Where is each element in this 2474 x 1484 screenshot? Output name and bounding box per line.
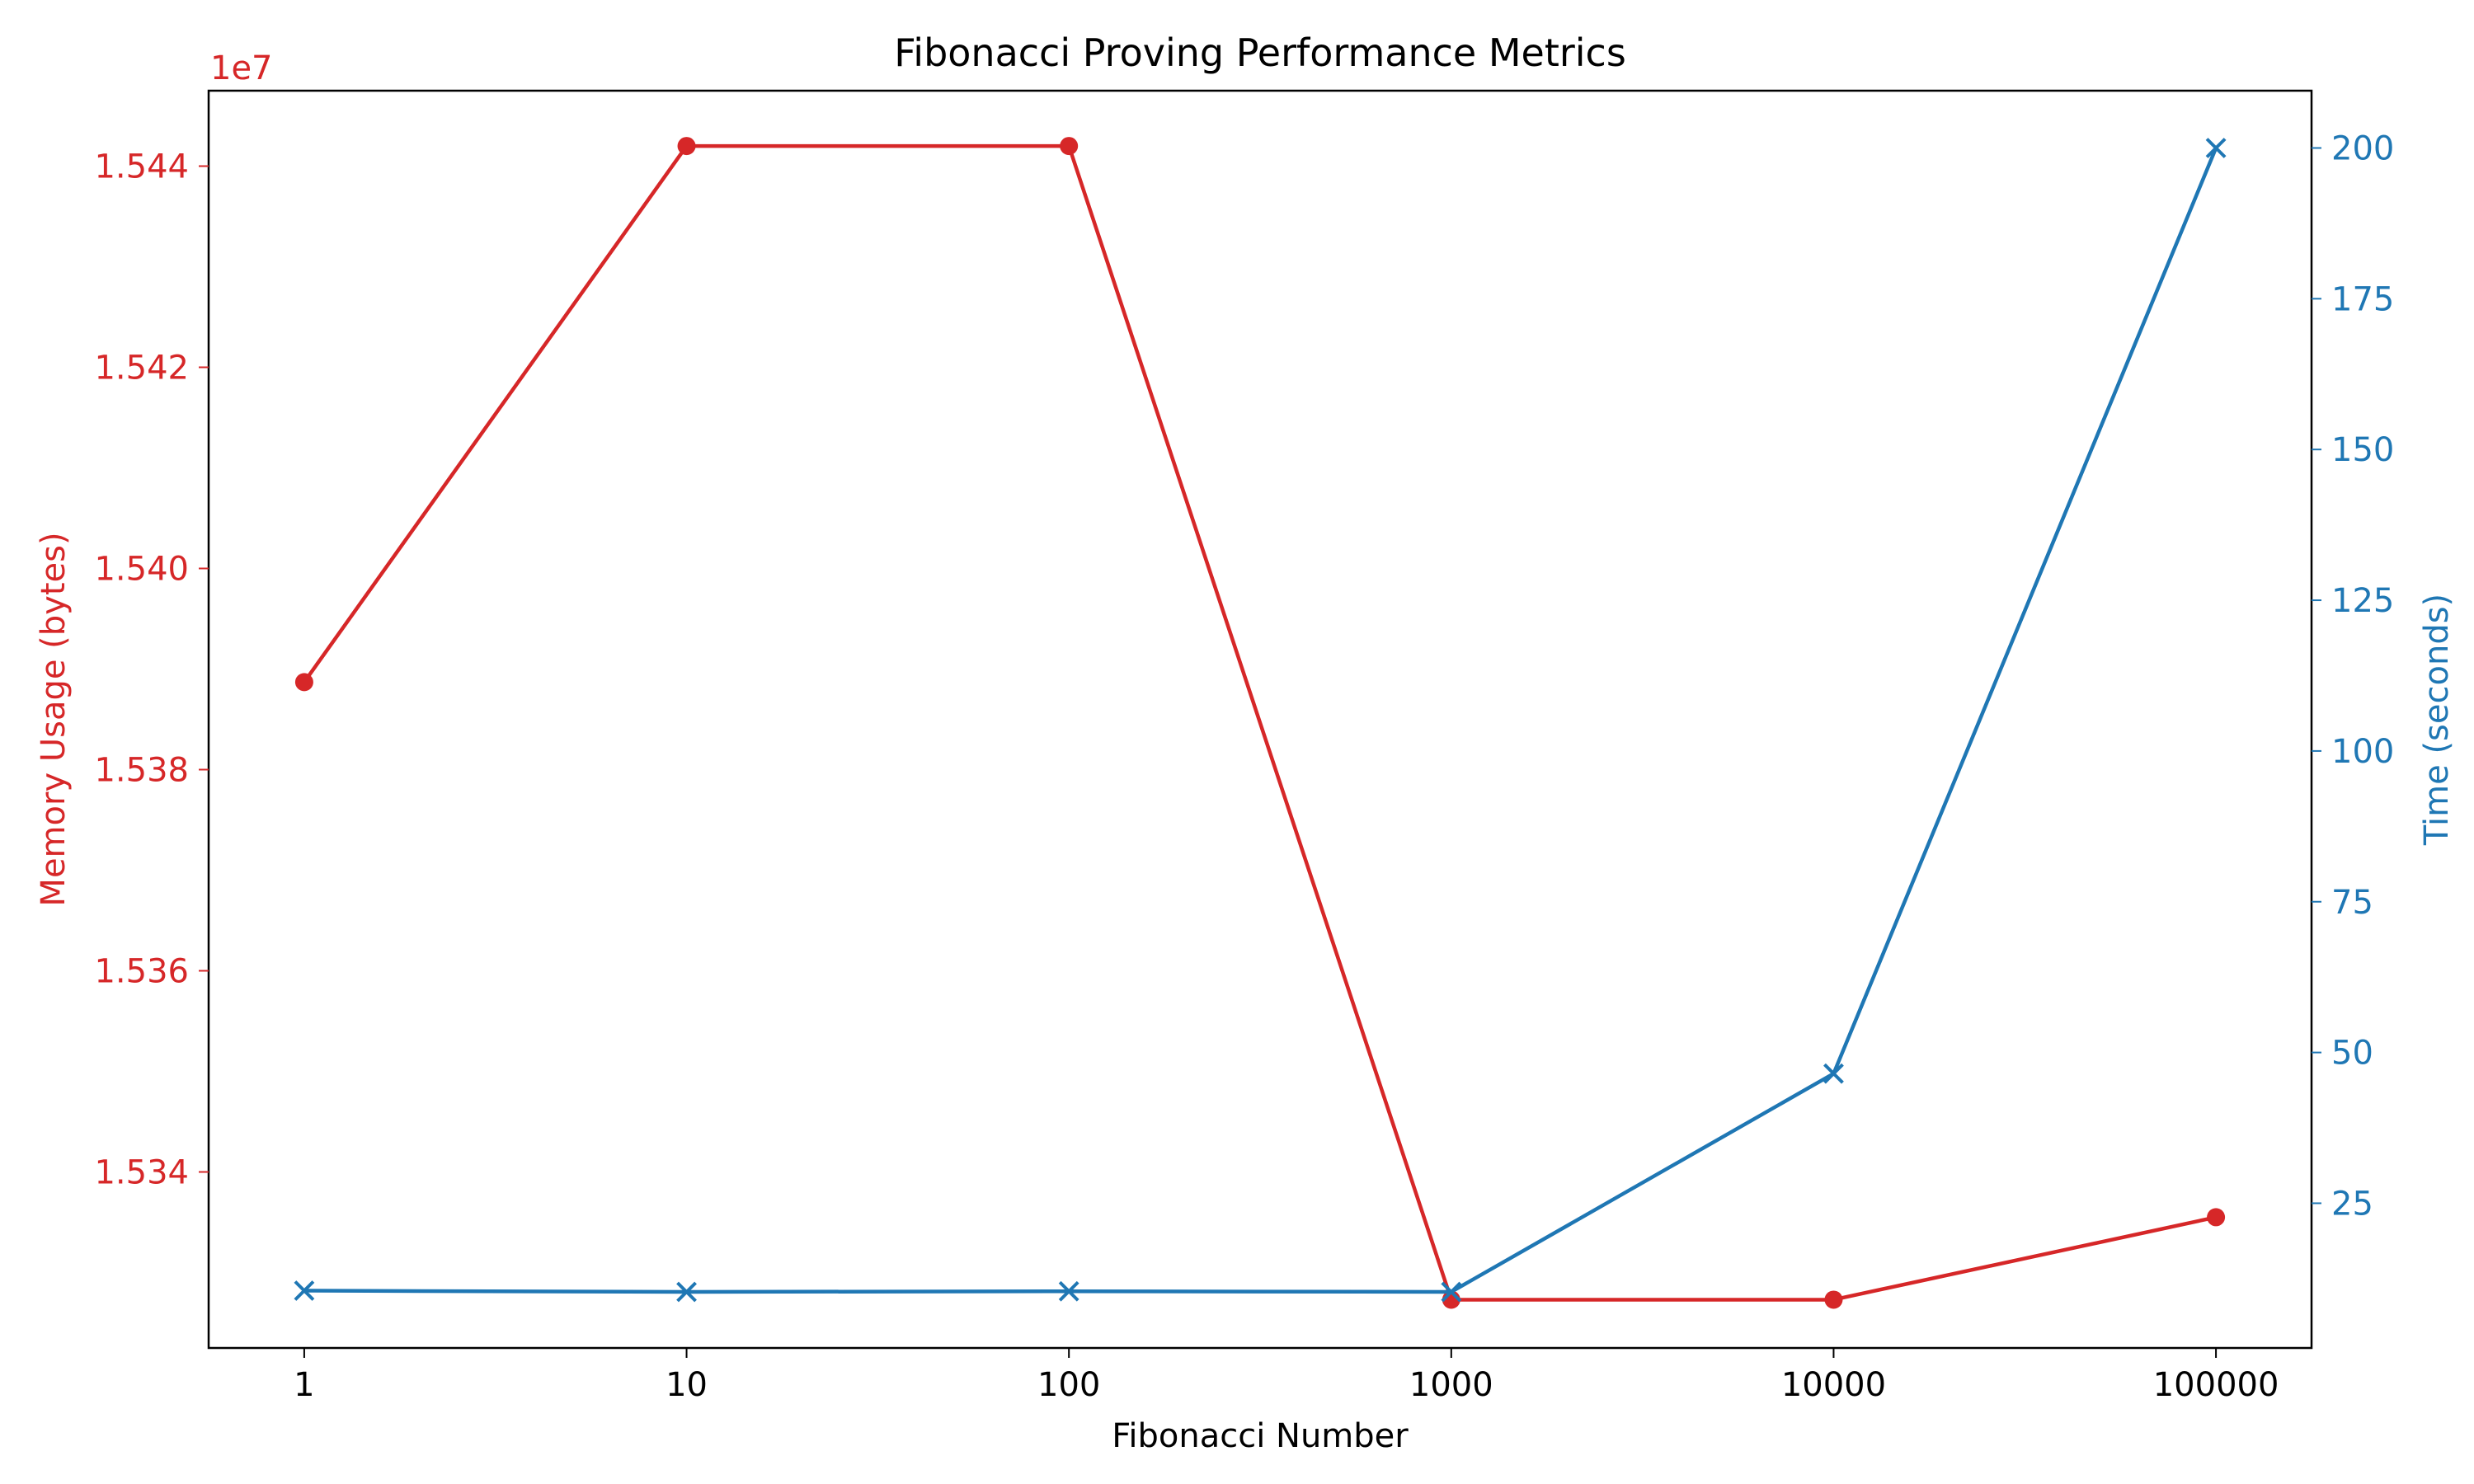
right-tick-label: 25 xyxy=(2331,1185,2373,1223)
right-tick-label: 50 xyxy=(2331,1035,2373,1073)
x-tick-label: 10 xyxy=(666,1366,708,1404)
left-tick-label: 1.544 xyxy=(94,148,189,186)
right-tick-label: 100 xyxy=(2331,733,2394,771)
x-tick-label: 100000 xyxy=(2153,1366,2279,1404)
right-tick-label: 150 xyxy=(2331,431,2394,469)
time-data-point xyxy=(2205,138,2227,158)
left-tick-label: 1.536 xyxy=(94,953,189,991)
memory-data-point xyxy=(677,137,696,156)
plot-area: 1 10 100 1000 10000 100000 1.534 1.536 1.538 1.54… xyxy=(94,89,2394,1404)
right-tick-label: 200 xyxy=(2331,129,2394,167)
right-axis-label: Time (seconds) xyxy=(2418,594,2456,846)
memory-data-point xyxy=(2207,1208,2226,1227)
memory-data-point xyxy=(1824,1290,1843,1309)
x-tick-label: 1000 xyxy=(1409,1366,1493,1404)
plot-frame xyxy=(207,89,2313,1350)
memory-series-line xyxy=(303,143,2217,1302)
left-tick-label: 1.542 xyxy=(94,350,189,387)
left-tick-label: 1.538 xyxy=(94,752,189,790)
left-tick-label: 1.534 xyxy=(94,1154,189,1192)
time-data-point xyxy=(676,1281,697,1303)
time-series-line xyxy=(303,147,2218,1294)
x-tick-label: 1 xyxy=(294,1366,314,1404)
left-tick-label: 1.540 xyxy=(94,551,189,589)
right-tick-label: 125 xyxy=(2331,582,2394,620)
time-data-point xyxy=(1823,1063,1844,1084)
x-tick-label: 100 xyxy=(1037,1366,1100,1404)
time-data-point xyxy=(1058,1280,1079,1302)
memory-data-point xyxy=(1060,137,1079,156)
right-tick-label: 175 xyxy=(2331,280,2394,318)
x-axis-label: Fibonacci Number xyxy=(1112,1417,1409,1455)
time-data-point xyxy=(294,1280,315,1301)
left-axis-label: Memory Usage (bytes) xyxy=(35,532,73,906)
memory-data-point xyxy=(294,673,313,692)
chart-title: Fibonacci Proving Performance Metrics xyxy=(894,31,1626,75)
right-tick-label: 75 xyxy=(2331,884,2373,922)
x-tick-label: 10000 xyxy=(1781,1366,1886,1404)
left-axis-offset-text: 1e7 xyxy=(210,49,273,87)
time-data-point xyxy=(1441,1281,1462,1303)
